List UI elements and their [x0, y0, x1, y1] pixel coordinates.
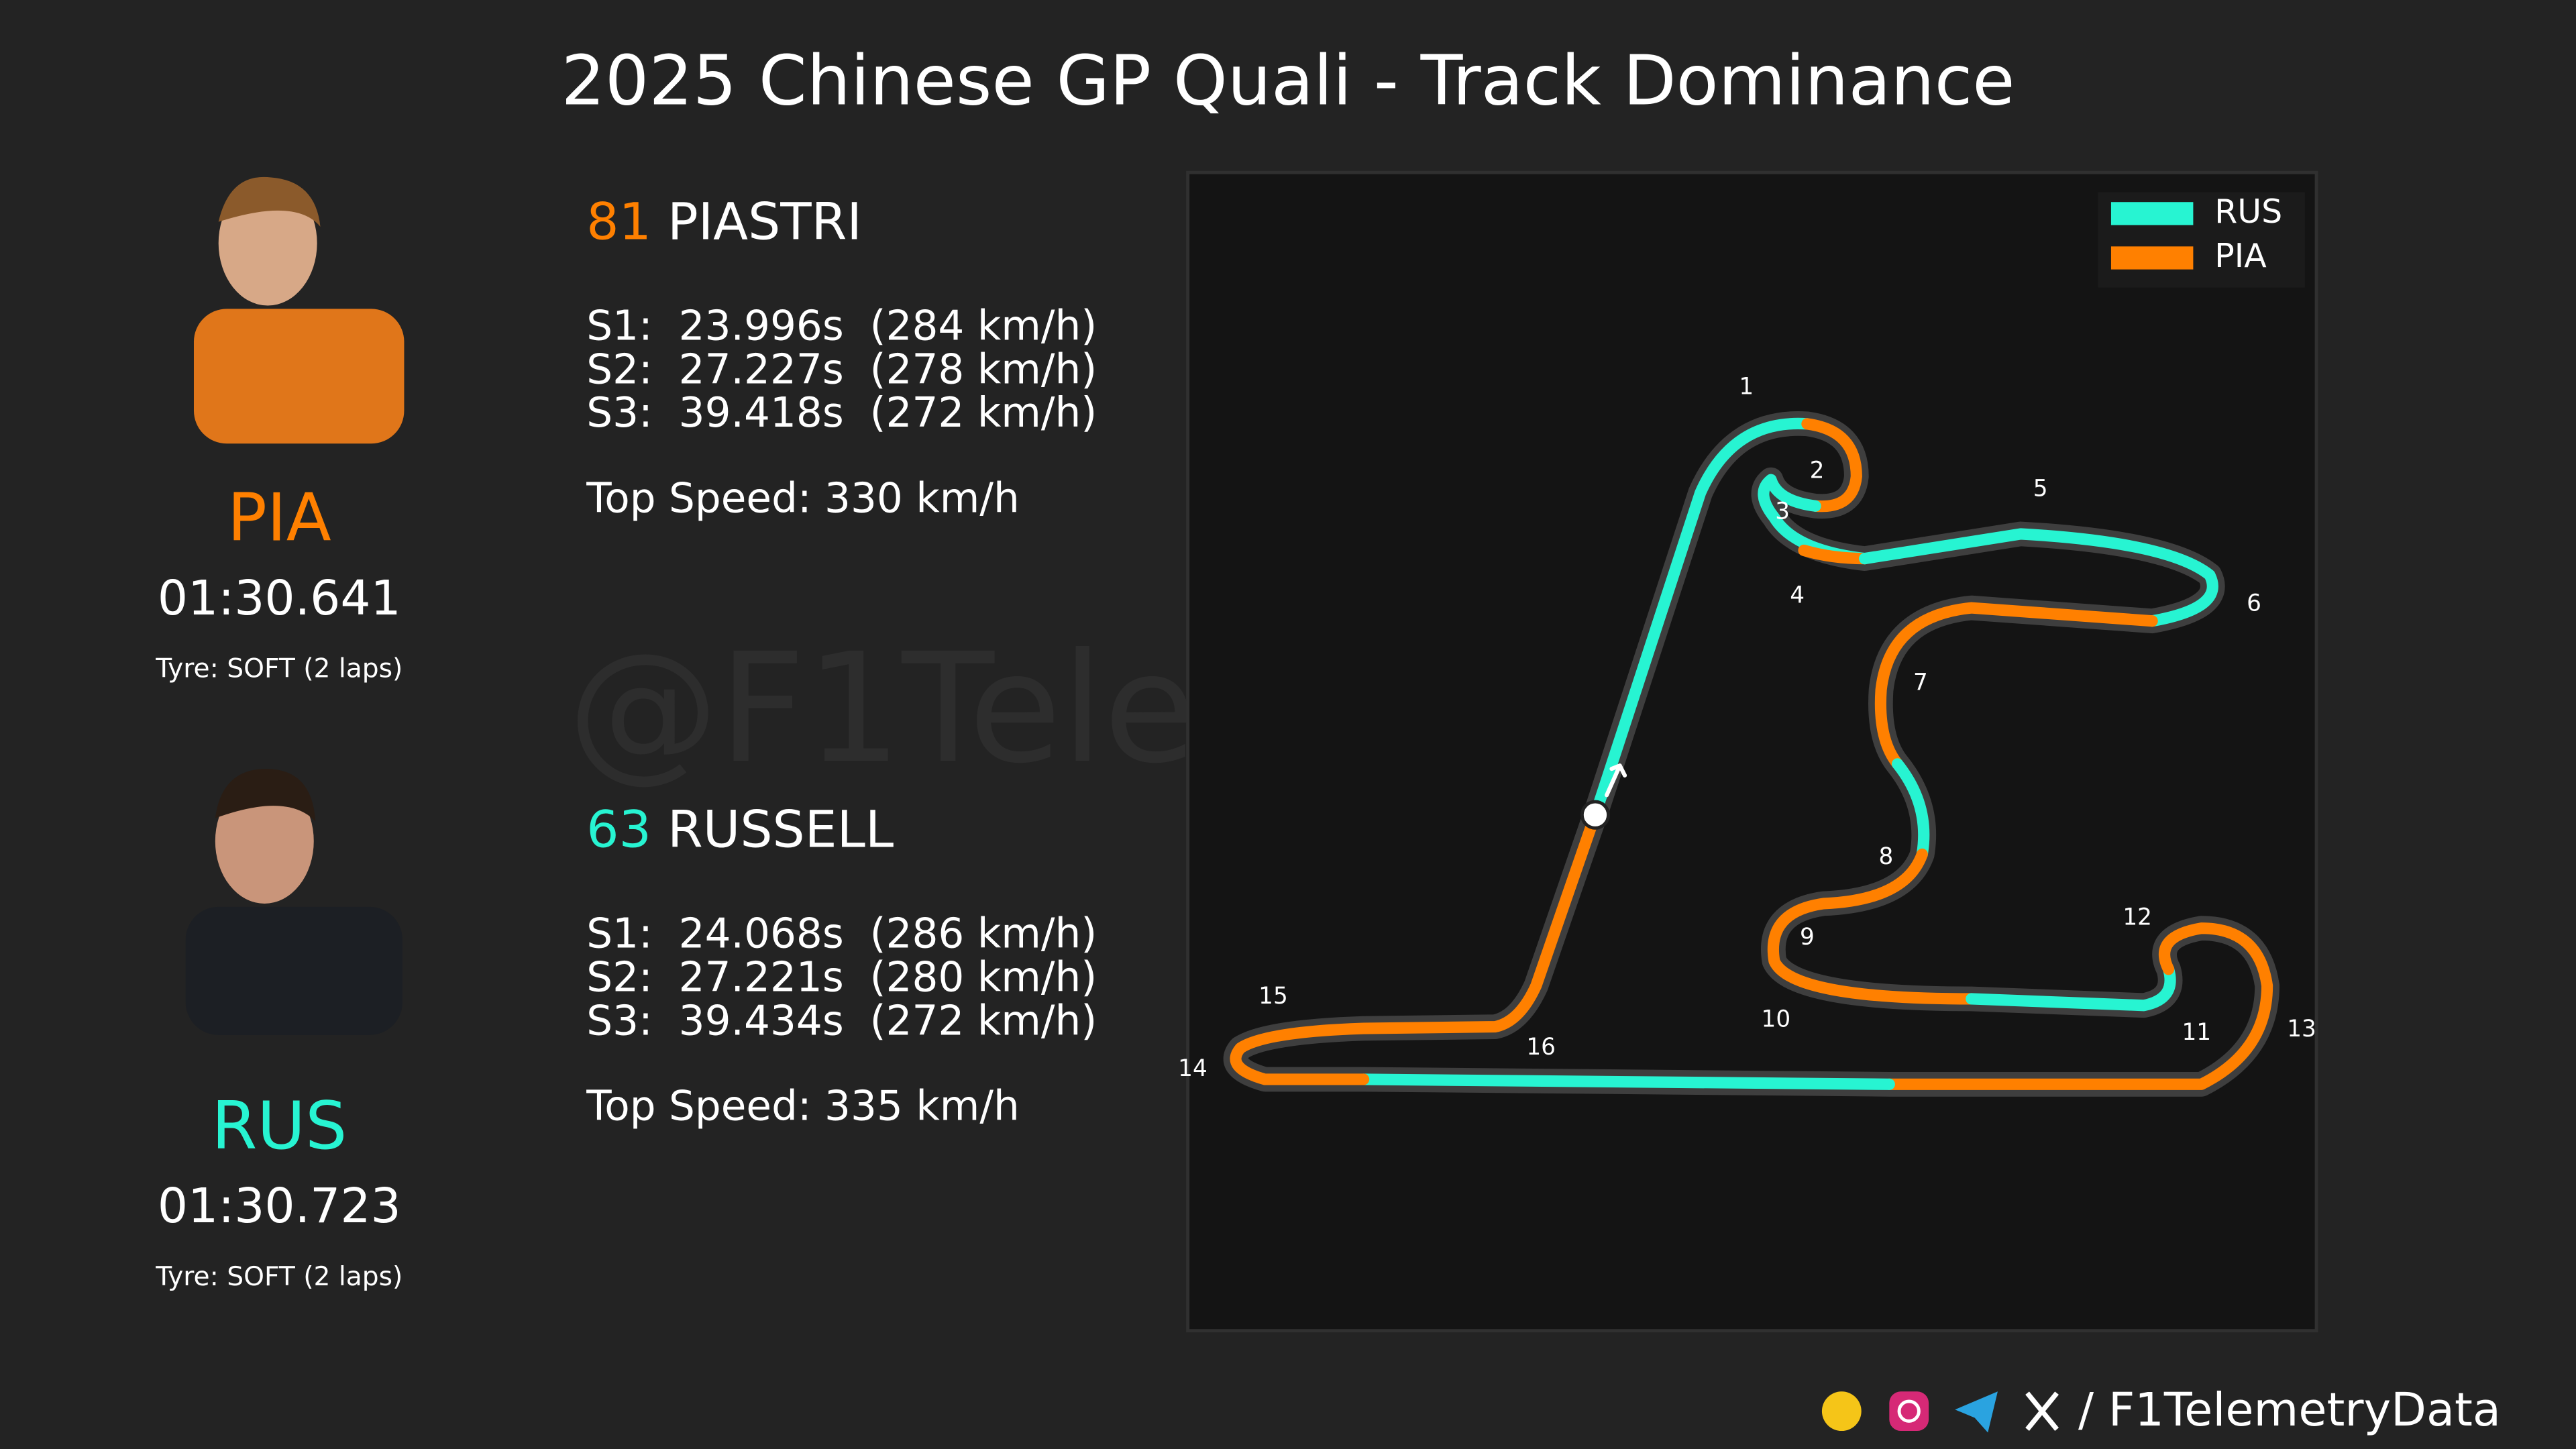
space: [651, 192, 667, 251]
driver-code: PIA: [227, 480, 331, 557]
corner-number: 4: [1790, 582, 1805, 608]
space: [651, 800, 667, 859]
footer-icons: [1821, 1391, 2059, 1433]
corner-number: 12: [2123, 904, 2152, 930]
corner-number: 2: [1810, 457, 1825, 484]
sector-line: S1: 23.996s (284 km/h): [586, 302, 1097, 350]
sector-line: S2: 27.227s (278 km/h): [586, 345, 1097, 393]
corner-number: 15: [1258, 983, 1288, 1010]
tyre: Tyre: SOFT (2 laps): [155, 1262, 402, 1292]
top-speed: Top Speed: 335 km/h: [586, 1083, 1020, 1130]
corner-number: 1: [1739, 373, 1754, 400]
driver-heading: 81 PIASTRI: [586, 192, 861, 251]
driver-number: 81: [586, 192, 651, 251]
sector-line: S3: 39.418s (272 km/h): [586, 389, 1097, 437]
corner-number: 16: [1526, 1034, 1556, 1061]
corner-number: 7: [1913, 669, 1928, 696]
corner-number: 3: [1775, 498, 1790, 525]
driver-name: PIASTRI: [667, 192, 862, 251]
driver-heading: 63 RUSSELL: [586, 800, 894, 859]
legend-swatch: [2110, 246, 2194, 270]
sector-line: S2: 27.221s (280 km/h): [586, 953, 1097, 1001]
lap-time: 01:30.723: [158, 1178, 401, 1234]
legend-label: PIA: [2214, 237, 2267, 275]
track-panel: [1186, 170, 2318, 1333]
corner-number: 5: [2033, 475, 2048, 502]
driver-code: RUS: [211, 1088, 347, 1165]
footer-handle: / F1TelemetryData: [2078, 1383, 2501, 1437]
corner-number: 11: [2182, 1019, 2211, 1046]
track: [1223, 411, 2279, 1097]
corner-number: 6: [2247, 590, 2261, 617]
portrait-rus: [185, 769, 402, 1035]
lap-time: 01:30.641: [158, 570, 401, 626]
driver-name: RUSSELL: [667, 800, 894, 859]
legend-swatch: [2110, 202, 2194, 225]
legend-label: RUS: [2214, 193, 2282, 231]
top-speed: Top Speed: 330 km/h: [586, 475, 1020, 523]
tyre: Tyre: SOFT (2 laps): [155, 654, 402, 684]
sector-line: S3: 39.434s (272 km/h): [586, 997, 1097, 1044]
corner-number: 8: [1879, 843, 1894, 870]
corner-number: 14: [1178, 1055, 1208, 1082]
corner-number: 13: [2287, 1016, 2316, 1042]
title: 2025 Chinese GP Quali - Track Dominance: [561, 42, 2015, 121]
driver-number: 63: [586, 800, 651, 859]
portrait-pia: [193, 176, 405, 444]
sector-line: S1: 24.068s (286 km/h): [586, 910, 1097, 958]
corner-number: 9: [1800, 924, 1815, 951]
corner-number: 10: [1762, 1006, 1791, 1032]
